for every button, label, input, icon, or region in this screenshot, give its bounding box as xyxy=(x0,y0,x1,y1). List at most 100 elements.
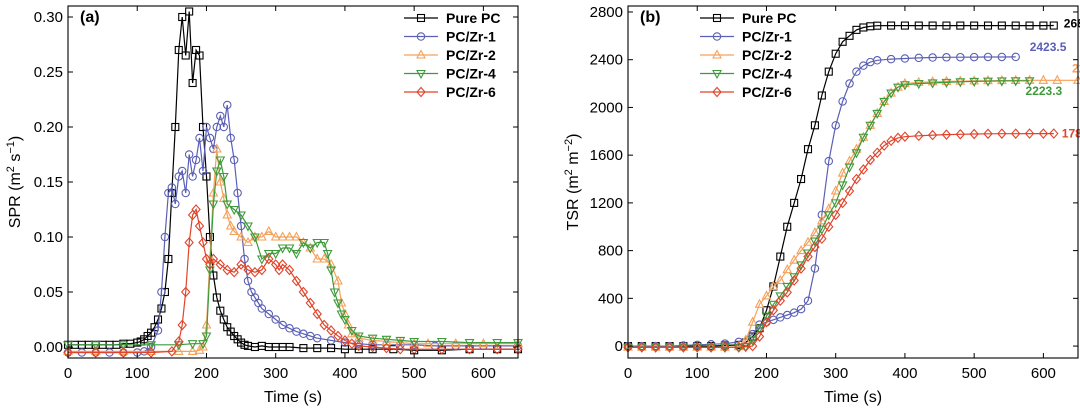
panel-b-end-value-label-4: 1781.0 xyxy=(1062,127,1080,141)
panel-b-series-3-point-34 xyxy=(927,79,938,89)
panel-b-series-2-point-35 xyxy=(941,75,952,85)
panel-a-series-3-point-5 xyxy=(187,340,198,350)
panel-b-series-4-point-23 xyxy=(837,197,848,209)
panel-a-series-2-point-28 xyxy=(312,253,323,263)
panel-a-series-line-4 xyxy=(68,207,518,354)
panel-b-plot-frame xyxy=(627,5,1079,359)
panel-a-series-0-point-19 xyxy=(164,254,173,264)
panel-a-series-4-point-30 xyxy=(305,297,316,309)
panel-a-series-3-point-29 xyxy=(326,266,336,276)
panel-b-series-0-point-30 xyxy=(900,21,909,30)
panel-a-series-3-point-6 xyxy=(198,340,208,350)
panel-b-series-0-point-40 xyxy=(1039,21,1048,30)
panel-b-series-3-point-11 xyxy=(754,324,765,334)
panel-a-series-3-point-33 xyxy=(340,315,350,326)
panel-a-series-1-point-22 xyxy=(202,122,211,132)
panel-a-series-0-point-23 xyxy=(178,12,187,22)
panel-a-series-4-point-16 xyxy=(215,259,226,270)
panel-a-series-4-point-44 xyxy=(492,343,502,355)
panel-a-series-3-point-39 xyxy=(409,337,420,348)
panel-a-series-3-point-17 xyxy=(250,233,260,243)
panel-b-series-2-point-33 xyxy=(913,76,924,86)
panel-a-series-4-point-3 xyxy=(146,347,156,358)
panel-b-series-3-point-28 xyxy=(872,109,883,120)
panel-a-series-3-point-1 xyxy=(90,341,101,351)
panel-a-series-2-point-16 xyxy=(229,225,240,236)
panel-b-series-3-point-15 xyxy=(782,282,793,293)
panel-b-series-4-point-18 xyxy=(803,251,813,262)
panel-a-series-4-point-2 xyxy=(118,347,129,358)
panel-a-series-2-point-20 xyxy=(256,231,267,241)
panel-a-series-0-point-33 xyxy=(212,293,221,302)
panel-a-series-4-point-31 xyxy=(312,308,322,320)
panel-a-series-4-point-40 xyxy=(395,343,406,355)
panel-a-x-tick-label-6: 600 xyxy=(471,365,496,382)
panel-a-series-3-point-41 xyxy=(464,339,475,349)
panel-a-series-3-point-24 xyxy=(298,238,309,249)
panel-b-series-line-1 xyxy=(628,56,1016,347)
panel-b-series-2-point-9 xyxy=(740,334,751,344)
panel-b-series-0-point-16 xyxy=(790,198,799,207)
panel-b-x-tick-label-2: 200 xyxy=(754,365,779,382)
panel-a-series-4-point-29 xyxy=(298,286,309,298)
panel-a-series-0-point-28 xyxy=(195,51,204,60)
panel-a-series-3-point-20 xyxy=(270,249,281,260)
panel-b-series-3-point-30 xyxy=(886,89,896,99)
panel-b-series-0-point-15 xyxy=(783,222,792,231)
panel-a-series-3-point-32 xyxy=(336,310,347,320)
panel-b-series-2-point-43 xyxy=(1052,74,1063,84)
panel-b-series-2-point-23 xyxy=(837,167,848,177)
panel-b-series-1-point-28 xyxy=(886,54,896,64)
panel-a-series-3-point-8 xyxy=(205,266,215,276)
panel-b-series-4-point-14 xyxy=(775,295,786,307)
panel-b-end-value-label-3: 2223.3 xyxy=(1026,84,1063,98)
panel-b-series-4-point-21 xyxy=(824,221,834,233)
panel-b-series-2-point-19 xyxy=(810,227,820,237)
panel-a-panel-label: (a) xyxy=(80,9,100,26)
panel-b-series-4-point-22 xyxy=(830,209,841,221)
panel-b-y-tick-label-7: 2800 xyxy=(590,4,623,21)
panel-b-series-3-point-36 xyxy=(955,78,966,88)
panel-b-series-3-point-31 xyxy=(893,83,903,93)
panel-b-series-line-2 xyxy=(628,79,1078,348)
panel-a-series-2-point-7 xyxy=(198,341,208,351)
panel-a-series-4-point-33 xyxy=(326,325,336,336)
panel-b-series-0-point-34 xyxy=(956,21,965,30)
panel-b-series-2-point-12 xyxy=(761,290,772,300)
panel-a-series-1-point-46 xyxy=(312,333,322,343)
panel-a-legend-label-4: PC/Zr-6 xyxy=(446,84,496,100)
panel-b-y-tick-label-6: 2400 xyxy=(590,52,623,69)
panel-a-series-4-point-8 xyxy=(184,237,194,248)
panel-b-series-1-point-20 xyxy=(824,156,834,166)
panel-a-series-1-point-17 xyxy=(184,150,194,159)
panel-a-series-2-point-17 xyxy=(236,231,246,241)
panel-b-series-2-point-4 xyxy=(678,341,689,351)
panel-b-series-4-point-28 xyxy=(872,147,882,159)
panel-b-series-3-point-3 xyxy=(664,343,675,353)
panel-b-x-tick-label-0: 0 xyxy=(624,365,632,382)
panel-a-series-0-point-24 xyxy=(181,51,190,60)
panel-b-series-3-point-41 xyxy=(1024,77,1035,87)
panel-a-series-4-point-22 xyxy=(257,264,267,276)
panel-b-series-3-point-25 xyxy=(851,149,862,159)
panel-b-series-2-point-22 xyxy=(830,185,841,195)
panel-b-series-2-point-14 xyxy=(775,274,786,284)
panel-a-legend-label-1: PC/Zr-1 xyxy=(446,29,496,45)
panel-b-series-0-point-21 xyxy=(824,67,833,76)
panel-b-x-tick-label-4: 400 xyxy=(892,365,917,382)
panel-b-series-2-point-27 xyxy=(865,119,876,129)
panel-a-series-3-point-27 xyxy=(319,238,330,249)
panel-a-series-0-point-50 xyxy=(313,344,322,353)
panel-b-series-2-point-11 xyxy=(754,298,765,308)
panel-a-series-2-point-26 xyxy=(298,236,309,247)
panel-b-series-4-point-40 xyxy=(1010,128,1021,140)
panel-a-series-4-point-36 xyxy=(347,338,357,350)
panel-a-series-3-point-23 xyxy=(291,249,302,260)
panel-a-series-1-point-33 xyxy=(240,254,249,264)
panel-a-series-3-point-16 xyxy=(243,222,253,232)
panel-b-series-0-point-37 xyxy=(997,21,1006,30)
panel-a-y-tick-label-2: 0.10 xyxy=(34,229,63,246)
panel-b-legend-marker-4 xyxy=(712,86,722,98)
panel-a-series-0-point-49 xyxy=(299,344,308,353)
